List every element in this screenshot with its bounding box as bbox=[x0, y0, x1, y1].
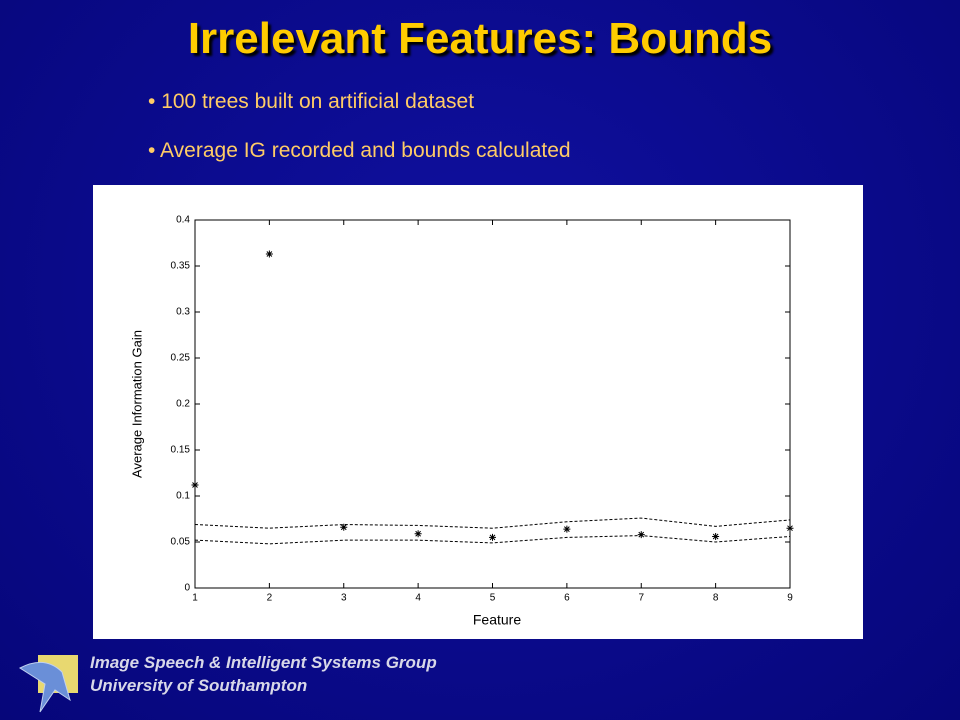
data-point bbox=[786, 524, 794, 532]
data-point bbox=[340, 523, 348, 531]
x-tick-label: 4 bbox=[415, 593, 421, 604]
bound-line bbox=[194, 535, 791, 545]
data-point bbox=[191, 481, 199, 489]
data-point bbox=[265, 250, 273, 258]
y-tick-label: 0.1 bbox=[176, 491, 190, 502]
y-axis-label: Average Information Gain bbox=[129, 330, 144, 478]
x-tick-label: 6 bbox=[564, 593, 570, 604]
y-tick-label: 0.3 bbox=[176, 307, 190, 318]
data-point bbox=[712, 532, 720, 540]
data-point bbox=[489, 533, 496, 541]
y-tick-label: 0.05 bbox=[171, 537, 191, 548]
data-point bbox=[637, 531, 645, 539]
data-point bbox=[563, 525, 571, 533]
footer-line: University of Southampton bbox=[90, 676, 308, 695]
y-tick-label: 0.2 bbox=[176, 399, 190, 410]
y-tick-label: 0.35 bbox=[171, 261, 191, 272]
slide-title: Irrelevant Features: Bounds bbox=[187, 14, 773, 63]
chart-background bbox=[93, 185, 863, 639]
logo bbox=[19, 655, 78, 713]
x-tick-label: 9 bbox=[787, 593, 793, 604]
x-tick-label: 1 bbox=[192, 593, 198, 604]
x-tick-label: 5 bbox=[490, 593, 496, 604]
y-tick-label: 0.15 bbox=[171, 445, 191, 456]
bullet: 100 trees built on artificial dataset bbox=[148, 90, 474, 114]
x-tick-label: 2 bbox=[267, 593, 273, 604]
x-tick-label: 7 bbox=[638, 593, 644, 604]
x-tick-label: 3 bbox=[341, 593, 347, 604]
y-tick-label: 0.25 bbox=[171, 353, 191, 364]
x-tick-label: 8 bbox=[713, 593, 719, 604]
data-point bbox=[414, 530, 422, 538]
footer-line: Image Speech & Intelligent Systems Group bbox=[90, 653, 437, 672]
y-tick-label: 0.4 bbox=[176, 215, 190, 226]
x-axis-label: Feature bbox=[473, 612, 521, 628]
bullet: Average IG recorded and bounds calculate… bbox=[148, 139, 571, 163]
bound-line bbox=[194, 517, 791, 529]
y-tick-label: 0 bbox=[184, 583, 190, 594]
